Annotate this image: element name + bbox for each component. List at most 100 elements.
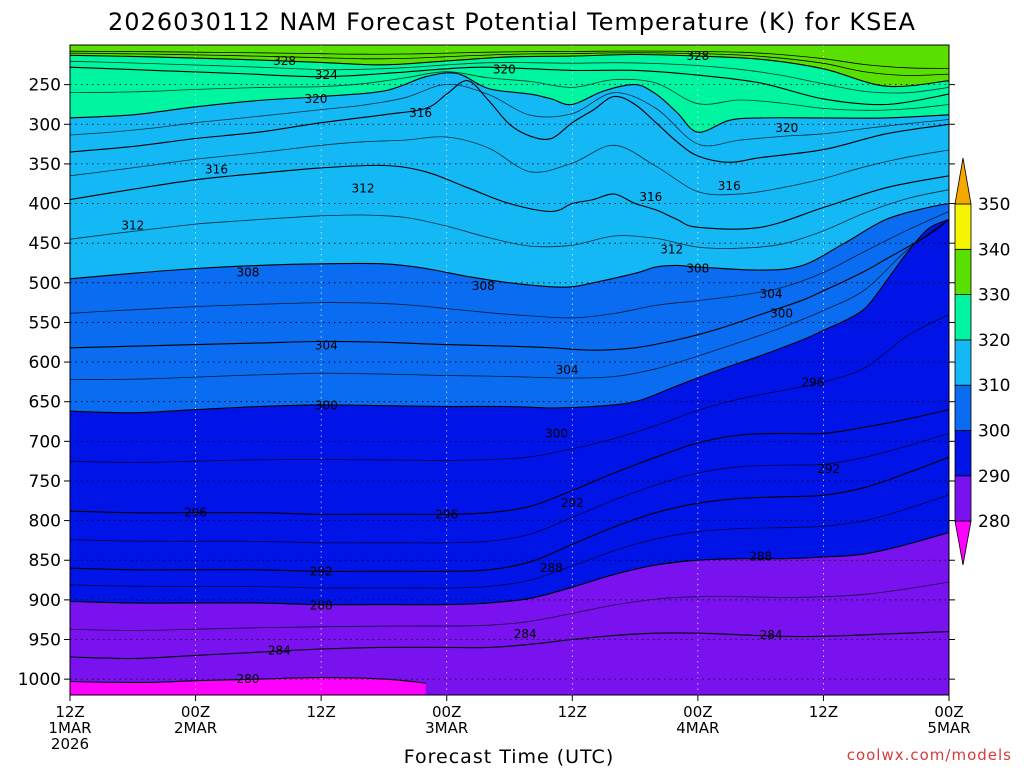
color-scale: 280 290 300 310 320 330 340 350 [954, 157, 1010, 566]
color-scale-band-320 [954, 294, 972, 341]
color-scale-label-310: 310 [978, 376, 1010, 396]
theta-band-280 [70, 677, 426, 695]
isentrope-284 [69, 631, 950, 660]
contour-label: 284 [760, 628, 783, 642]
isentrope-minor [69, 211, 950, 319]
contour-label: 292 [561, 496, 584, 510]
y-tick-label-500: 500 [29, 274, 61, 294]
contour-label: 324 [315, 68, 338, 82]
y-tick-label-550: 550 [29, 313, 61, 333]
x-tick-label-0-3: 2026 [51, 735, 89, 753]
credit-text: coolwx.com/models [847, 746, 1012, 764]
isentrope-328 [69, 53, 950, 88]
isentrope-minor [69, 83, 950, 147]
y-tick-label-850: 850 [29, 551, 61, 571]
contour-label: 328 [686, 49, 709, 63]
color-scale-label-280: 280 [978, 512, 1010, 532]
color-scale-label-340: 340 [978, 240, 1010, 260]
contour-label: 312 [660, 243, 683, 257]
contour-label: 296 [802, 376, 825, 390]
isentrope-288 [69, 531, 950, 606]
isentrope-296 [69, 409, 950, 515]
isentrope-minor [69, 71, 950, 111]
y-tick-label-600: 600 [29, 353, 61, 373]
x-tick-label-0-2: 1MAR [48, 719, 91, 737]
contour-label: 296 [435, 507, 458, 521]
contour-label: 284 [268, 644, 291, 658]
isentrope-292 [69, 456, 950, 572]
x-axis-label: Forecast Time (UTC) [404, 746, 614, 768]
plot-frame [69, 44, 950, 696]
contour-label: 304 [315, 338, 338, 352]
contour-label: 328 [273, 54, 296, 68]
isentrope-minor [69, 494, 950, 589]
x-tick-label-12-1: 00Z [181, 703, 210, 721]
contour-label: 288 [749, 549, 772, 563]
color-scale-band-290 [954, 430, 972, 477]
contour-label: 312 [121, 219, 144, 233]
contour-label: 284 [514, 627, 537, 641]
contour-label: 308 [236, 266, 259, 280]
color-scale-band-300 [954, 384, 972, 431]
contour-label: 320 [775, 121, 798, 135]
contour-label: 304 [556, 363, 579, 377]
contour-label: 308 [472, 279, 495, 293]
x-tick-label-48-1: 12Z [558, 703, 587, 721]
contour-label: 308 [686, 262, 709, 276]
contour-label: 304 [760, 287, 783, 301]
theta-fill-layer [70, 45, 949, 696]
contour-label: 316 [718, 179, 741, 193]
x-tick-label-60-1: 00Z [683, 703, 712, 721]
color-scale-band-310 [954, 339, 972, 386]
isentrope-minor [69, 219, 950, 380]
contour-label: 316 [409, 106, 432, 120]
contour-label: 300 [545, 426, 568, 440]
contour-label: 292 [310, 564, 333, 578]
x-tick-label-36-1: 00Z [432, 703, 461, 721]
color-scale-band-330 [954, 248, 972, 296]
isentrope-280 [69, 677, 426, 684]
x-tick-label-24-1: 12Z [306, 703, 335, 721]
contour-label: 292 [817, 462, 840, 476]
y-tick-label-400: 400 [29, 195, 61, 215]
color-scale-label-320: 320 [978, 331, 1010, 351]
contour-label: 300 [315, 399, 338, 413]
color-scale-top-arrow [954, 157, 972, 205]
y-tick-label-1000: 1000 [18, 670, 61, 690]
isentrope-300 [69, 218, 950, 414]
isentrope-minor [69, 189, 950, 249]
y-tick-label-250: 250 [29, 76, 61, 96]
isentrope-320 [69, 72, 950, 133]
isentrope-minor [69, 433, 950, 544]
x-tick-label-0-1: 12Z [55, 703, 84, 721]
y-tick-label-450: 450 [29, 234, 61, 254]
isentrope-304 [69, 218, 950, 351]
isentrope-minor [69, 52, 950, 76]
color-scale-label-300: 300 [978, 422, 1010, 442]
isentrope-minor [69, 314, 950, 463]
contour-label: 288 [310, 598, 333, 612]
y-tick-label-900: 900 [29, 591, 61, 611]
contour-label: 320 [304, 92, 327, 106]
isentrope-312 [69, 164, 950, 230]
isentrope-minor [69, 60, 950, 94]
x-tick-label-60-2: 4MAR [676, 719, 719, 737]
y-tick-label-750: 750 [29, 472, 61, 492]
pressure-axis: 250 300 350 400 450 500 550 600 650 700 750 800 850 9… [18, 76, 955, 690]
isentrope-minor [69, 136, 950, 196]
color-scale-label-330: 330 [978, 286, 1010, 306]
contour-label: 316 [639, 190, 662, 204]
y-tick-label-350: 350 [29, 155, 61, 175]
grid-layer [69, 45, 950, 695]
color-scale-band-340 [954, 203, 972, 250]
x-tick-label-36-2: 3MAR [425, 719, 468, 737]
y-tick-label-700: 700 [29, 432, 61, 452]
x-tick-label-12-2: 2MAR [174, 719, 217, 737]
isentrope-layer [69, 50, 950, 684]
contour-label: 300 [770, 307, 793, 321]
color-scale-band-280 [954, 475, 972, 522]
isentrope-minor [69, 581, 950, 631]
